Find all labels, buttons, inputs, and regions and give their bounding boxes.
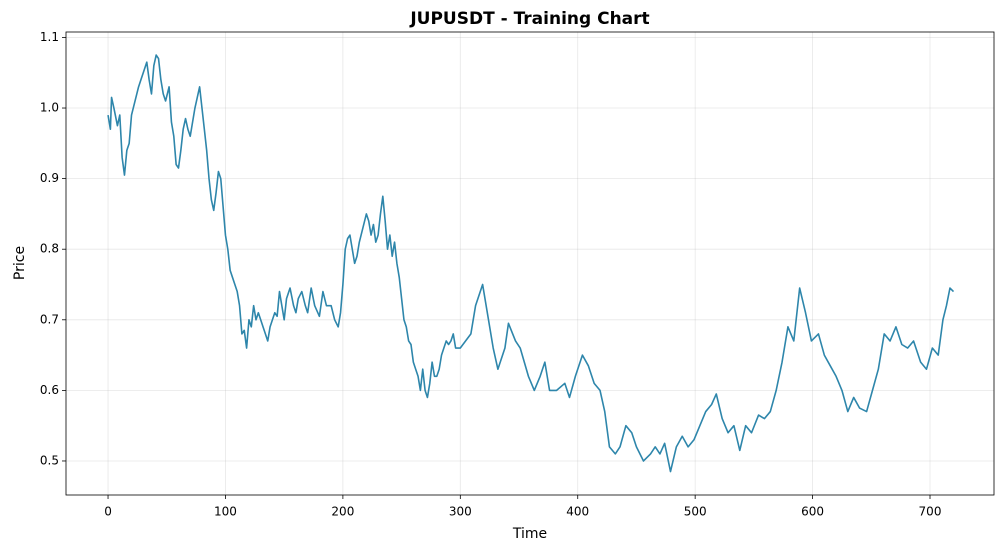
price-line (107, 54, 955, 473)
y-tick-label: 0.9 (40, 171, 59, 185)
y-tick-label: 1.1 (40, 30, 59, 44)
x-tick-label: 700 (919, 505, 942, 519)
x-tick-label: 100 (214, 505, 237, 519)
y-tick-label: 0.5 (40, 453, 59, 467)
y-tick-label: 0.8 (40, 242, 59, 256)
x-tick-label: 600 (801, 505, 824, 519)
x-tick-label: 500 (684, 505, 707, 519)
x-axis-label: Time (512, 526, 547, 542)
y-axis-label: Price (12, 246, 28, 280)
plot-frame (65, 31, 995, 496)
x-tick-label: 300 (449, 505, 472, 519)
x-tick-label: 0 (104, 505, 112, 519)
x-tick-label: 400 (566, 505, 589, 519)
y-tick-label: 0.7 (40, 312, 59, 326)
y-tick-label: 0.6 (40, 383, 59, 397)
x-tick-label: 200 (331, 505, 354, 519)
y-tick-label: 1.0 (40, 101, 59, 115)
chart-title: JUPUSDT - Training Chart (409, 9, 649, 29)
